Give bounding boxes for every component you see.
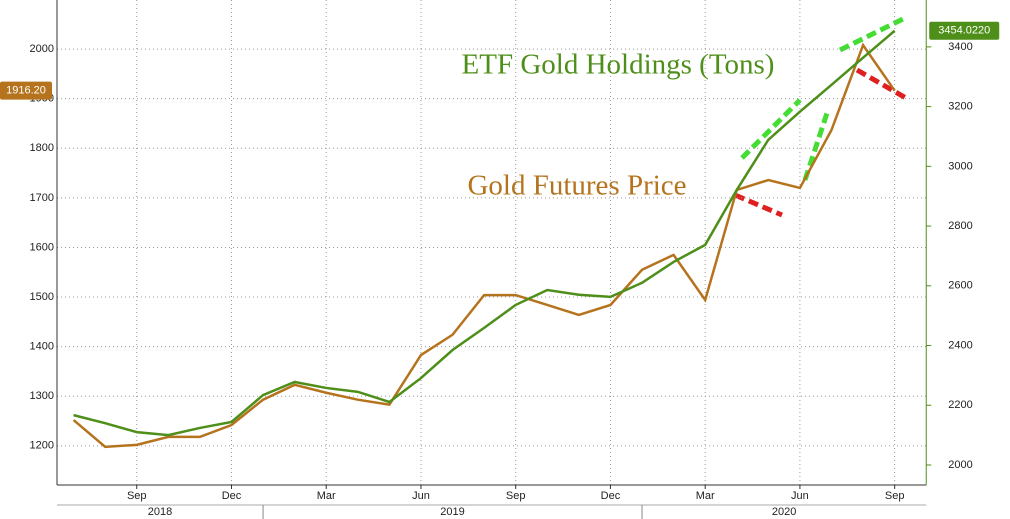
x-tick-label: Sep [885, 490, 905, 502]
value-badge [929, 21, 1000, 40]
y2-tick-label: 2000 [948, 459, 972, 471]
y-tick-label: 1300 [30, 390, 54, 402]
year-label: 2018 [148, 506, 172, 518]
value-label: 3454.0220 [938, 25, 990, 37]
x-tick-label: Sep [506, 490, 526, 502]
y-tick-label: 1800 [30, 142, 54, 154]
y-tick-label: 1500 [30, 291, 54, 303]
y2-tick-label: 3000 [948, 160, 972, 172]
y-tick-label: 1200 [30, 440, 54, 452]
x-tick-label: Jun [791, 490, 809, 502]
y-tick-label: 1400 [30, 341, 54, 353]
y-tick-label: 1700 [30, 192, 54, 204]
value-badge [0, 81, 52, 100]
series-line [73, 29, 896, 437]
year-label: 2019 [440, 506, 464, 518]
arrow [855, 67, 908, 101]
value-label: 1916.20 [6, 85, 46, 97]
x-tick-label: Sep [127, 490, 147, 502]
legend-label: ETF Gold Holdings (Tons) [462, 49, 775, 81]
legend-label: Gold Futures Price [467, 170, 686, 202]
series-line [72, 42, 896, 449]
y2-tick-label: 3200 [948, 101, 972, 113]
arrow [802, 109, 831, 181]
y2-tick-label: 2800 [948, 220, 972, 232]
x-tick-label: Mar [696, 490, 715, 502]
y2-tick-label: 2400 [948, 339, 972, 351]
y2-tick-label: 2600 [948, 280, 972, 292]
y2-tick-label: 2200 [948, 399, 972, 411]
y2-tick-label: 3400 [948, 41, 972, 53]
arrow [838, 15, 907, 53]
y-tick-label: 1600 [30, 241, 54, 253]
y-tick-label: 2000 [30, 43, 54, 55]
year-label: 2020 [772, 506, 796, 518]
arrow [740, 98, 802, 160]
arrows [734, 15, 908, 218]
x-tick-label: Jun [412, 490, 430, 502]
x-tick-label: Dec [222, 490, 242, 502]
arrow [734, 192, 783, 218]
x-tick-label: Dec [601, 490, 621, 502]
x-tick-label: Mar [317, 490, 336, 502]
